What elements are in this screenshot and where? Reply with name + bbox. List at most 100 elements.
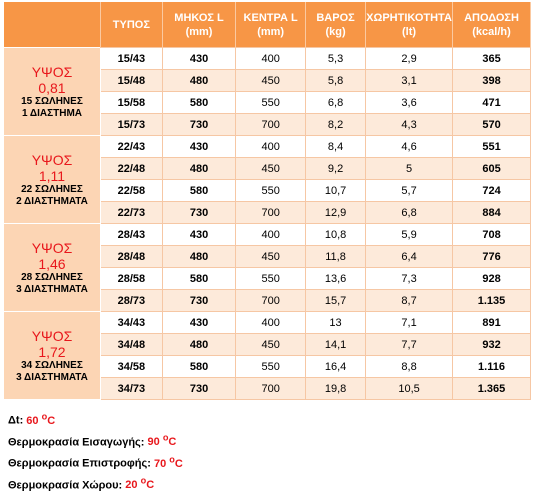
data-cell: 9,2 bbox=[305, 157, 367, 180]
degree-mark: o bbox=[140, 475, 147, 486]
table-row: ΥΨΟΣ 0,81 15 ΣΩΛΗΝΕΣ 1 ΔΙΑΣΤΗΜΑ 15/43 430 400 5… bbox=[3, 47, 531, 136]
data-cell: 5,9 bbox=[365, 223, 454, 246]
table-row: ΥΨΟΣ 1,46 28 ΣΩΛΗΝΕΣ 3 ΔΙΑΣΤΗΜΑΤΑ 28/43 430 40… bbox=[3, 223, 531, 312]
note-unit: C bbox=[174, 457, 183, 470]
data-cell: 550 bbox=[235, 91, 307, 114]
note-label: Θερμοκρασία Επιστροφής: bbox=[8, 457, 151, 470]
data-cell: 730 bbox=[161, 289, 237, 312]
data-cell: 700 bbox=[235, 289, 307, 312]
data-cell: 4,6 bbox=[365, 135, 454, 158]
data-cell: 34/48 bbox=[99, 333, 163, 356]
data-cell: 884 bbox=[452, 201, 531, 224]
group-height: 1,72 bbox=[38, 343, 66, 360]
data-cell: 34/73 bbox=[99, 377, 163, 400]
data-cell: 551 bbox=[452, 135, 531, 158]
data-cell: 14,1 bbox=[305, 333, 367, 356]
data-cell: 450 bbox=[235, 69, 307, 92]
data-cell: 28/43 bbox=[99, 223, 163, 246]
group-tubes: 28 ΣΩΛΗΝΕΣ bbox=[21, 271, 83, 283]
note: Θερμοκρασία Εισαγωγής: 90 oC bbox=[8, 428, 183, 450]
data-cell: 7,7 bbox=[365, 333, 454, 356]
data-cell: 580 bbox=[161, 355, 237, 378]
table-row: 22/58 580 550 10,7 5,7 724 bbox=[4, 179, 531, 202]
data-cell: 1.365 bbox=[452, 377, 531, 400]
data-cell: 15/58 bbox=[99, 91, 163, 114]
data-cell: 6,8 bbox=[365, 201, 454, 224]
data-cell: 365 bbox=[452, 47, 531, 70]
data-cell: 10,7 bbox=[305, 179, 367, 202]
data-cell: 730 bbox=[161, 201, 237, 224]
data-cell: 400 bbox=[235, 135, 307, 158]
data-cell: 928 bbox=[452, 267, 531, 290]
table-row: 15/73 730 700 8,2 4,3 570 bbox=[4, 113, 531, 136]
data-cell: 10,8 bbox=[305, 223, 367, 246]
header-cell: ΤΥΠΟΣ bbox=[100, 2, 163, 48]
table-row: 15/48 480 450 5,8 3,1 398 bbox=[4, 69, 531, 92]
data-cell: 730 bbox=[161, 113, 237, 136]
data-cell: 5,3 bbox=[305, 47, 367, 70]
table-row: 34/48 480 450 14,1 7,7 932 bbox=[4, 333, 531, 356]
data-cell: 15,7 bbox=[305, 289, 367, 312]
data-cell: 430 bbox=[161, 135, 237, 158]
note-unit: C bbox=[146, 479, 155, 492]
group-title: ΥΨΟΣ bbox=[31, 63, 73, 80]
header-text: ΜΗΚΟΣ L bbox=[174, 11, 224, 24]
data-cell: 34/43 bbox=[99, 311, 163, 334]
group-gaps: 2 ΔΙΑΣΤΗΜΑΤΑ bbox=[16, 195, 88, 207]
data-cell: 6,4 bbox=[365, 245, 454, 268]
data-cell: 15/43 bbox=[99, 47, 163, 70]
note-number: 20 bbox=[125, 479, 138, 492]
data-cell: 480 bbox=[161, 69, 237, 92]
data-cell: 1.116 bbox=[452, 355, 531, 378]
group-height: 1,46 bbox=[38, 255, 66, 272]
data-cell: 700 bbox=[235, 377, 307, 400]
data-cell: 15/48 bbox=[99, 69, 163, 92]
data-cell: 776 bbox=[452, 245, 531, 268]
note-label: Θερμοκρασία Χώρου: bbox=[8, 479, 123, 492]
table-row: 34/73 730 700 19,8 10,5 1.365 bbox=[4, 377, 531, 400]
data-cell: 480 bbox=[161, 333, 237, 356]
data-cell: 430 bbox=[161, 223, 237, 246]
data-cell: 10,5 bbox=[365, 377, 454, 400]
note-value: 90 oC bbox=[148, 432, 177, 449]
data-cell: 22/58 bbox=[99, 179, 163, 202]
data-cell: 724 bbox=[452, 179, 531, 202]
data-cell: 450 bbox=[235, 333, 307, 356]
data-cell: 22/43 bbox=[99, 135, 163, 158]
data-cell: 932 bbox=[452, 333, 531, 356]
data-cell: 13,6 bbox=[305, 267, 367, 290]
group-title: ΥΨΟΣ bbox=[31, 151, 73, 168]
data-cell: 8,8 bbox=[365, 355, 454, 378]
group-gaps: 3 ΔΙΑΣΤΗΜΑΤΑ bbox=[16, 283, 88, 295]
data-cell: 550 bbox=[235, 267, 307, 290]
header-row: ΤΥΠΟΣ ΜΗΚΟΣ L (mm) ΚΕΝΤΡΑ L (mm) ΒΑΡΟΣ (kg) ΧΩΡ… bbox=[3, 2, 531, 48]
header-cell: ΚΕΝΤΡΑ L (mm) bbox=[235, 2, 307, 48]
data-cell: 7,1 bbox=[365, 311, 454, 334]
header-cell bbox=[3, 2, 101, 48]
data-cell: 400 bbox=[235, 223, 307, 246]
group-height: 0,81 bbox=[38, 79, 66, 96]
data-cell: 6,8 bbox=[305, 91, 367, 114]
data-cell: 5,8 bbox=[305, 69, 367, 92]
data-cell: 8,7 bbox=[365, 289, 454, 312]
degree-mark: o bbox=[162, 432, 169, 443]
note-label: Θερμοκρασία Εισαγωγής: bbox=[8, 436, 145, 449]
note-number: 70 bbox=[153, 457, 167, 470]
data-cell: 16,4 bbox=[305, 355, 367, 378]
data-cell: 34/58 bbox=[99, 355, 163, 378]
table-row: 34/58 580 550 16,4 8,8 1.116 bbox=[4, 355, 531, 378]
header-text: (mm) bbox=[185, 25, 213, 38]
header-text: ΤΥΠΟΣ bbox=[112, 18, 150, 31]
group-cell: ΥΨΟΣ 1,11 22 ΣΩΛΗΝΕΣ 2 ΔΙΑΣΤΗΜΑΤΑ bbox=[3, 135, 101, 224]
data-cell: 13 bbox=[305, 311, 367, 334]
header-cell: ΜΗΚΟΣ L (mm) bbox=[162, 2, 237, 48]
group-cell: ΥΨΟΣ 0,81 15 ΣΩΛΗΝΕΣ 1 ΔΙΑΣΤΗΜΑ bbox=[3, 47, 101, 136]
data-cell: 28/48 bbox=[99, 245, 163, 268]
degree-mark: o bbox=[169, 454, 175, 464]
group-cell: ΥΨΟΣ 1,46 28 ΣΩΛΗΝΕΣ 3 ΔΙΑΣΤΗΜΑΤΑ bbox=[3, 223, 101, 312]
data-cell: 2,9 bbox=[365, 47, 454, 70]
data-cell: 450 bbox=[235, 245, 307, 268]
data-cell: 570 bbox=[452, 113, 531, 136]
data-cell: 891 bbox=[452, 311, 531, 334]
header-text: (mm) bbox=[257, 25, 285, 38]
